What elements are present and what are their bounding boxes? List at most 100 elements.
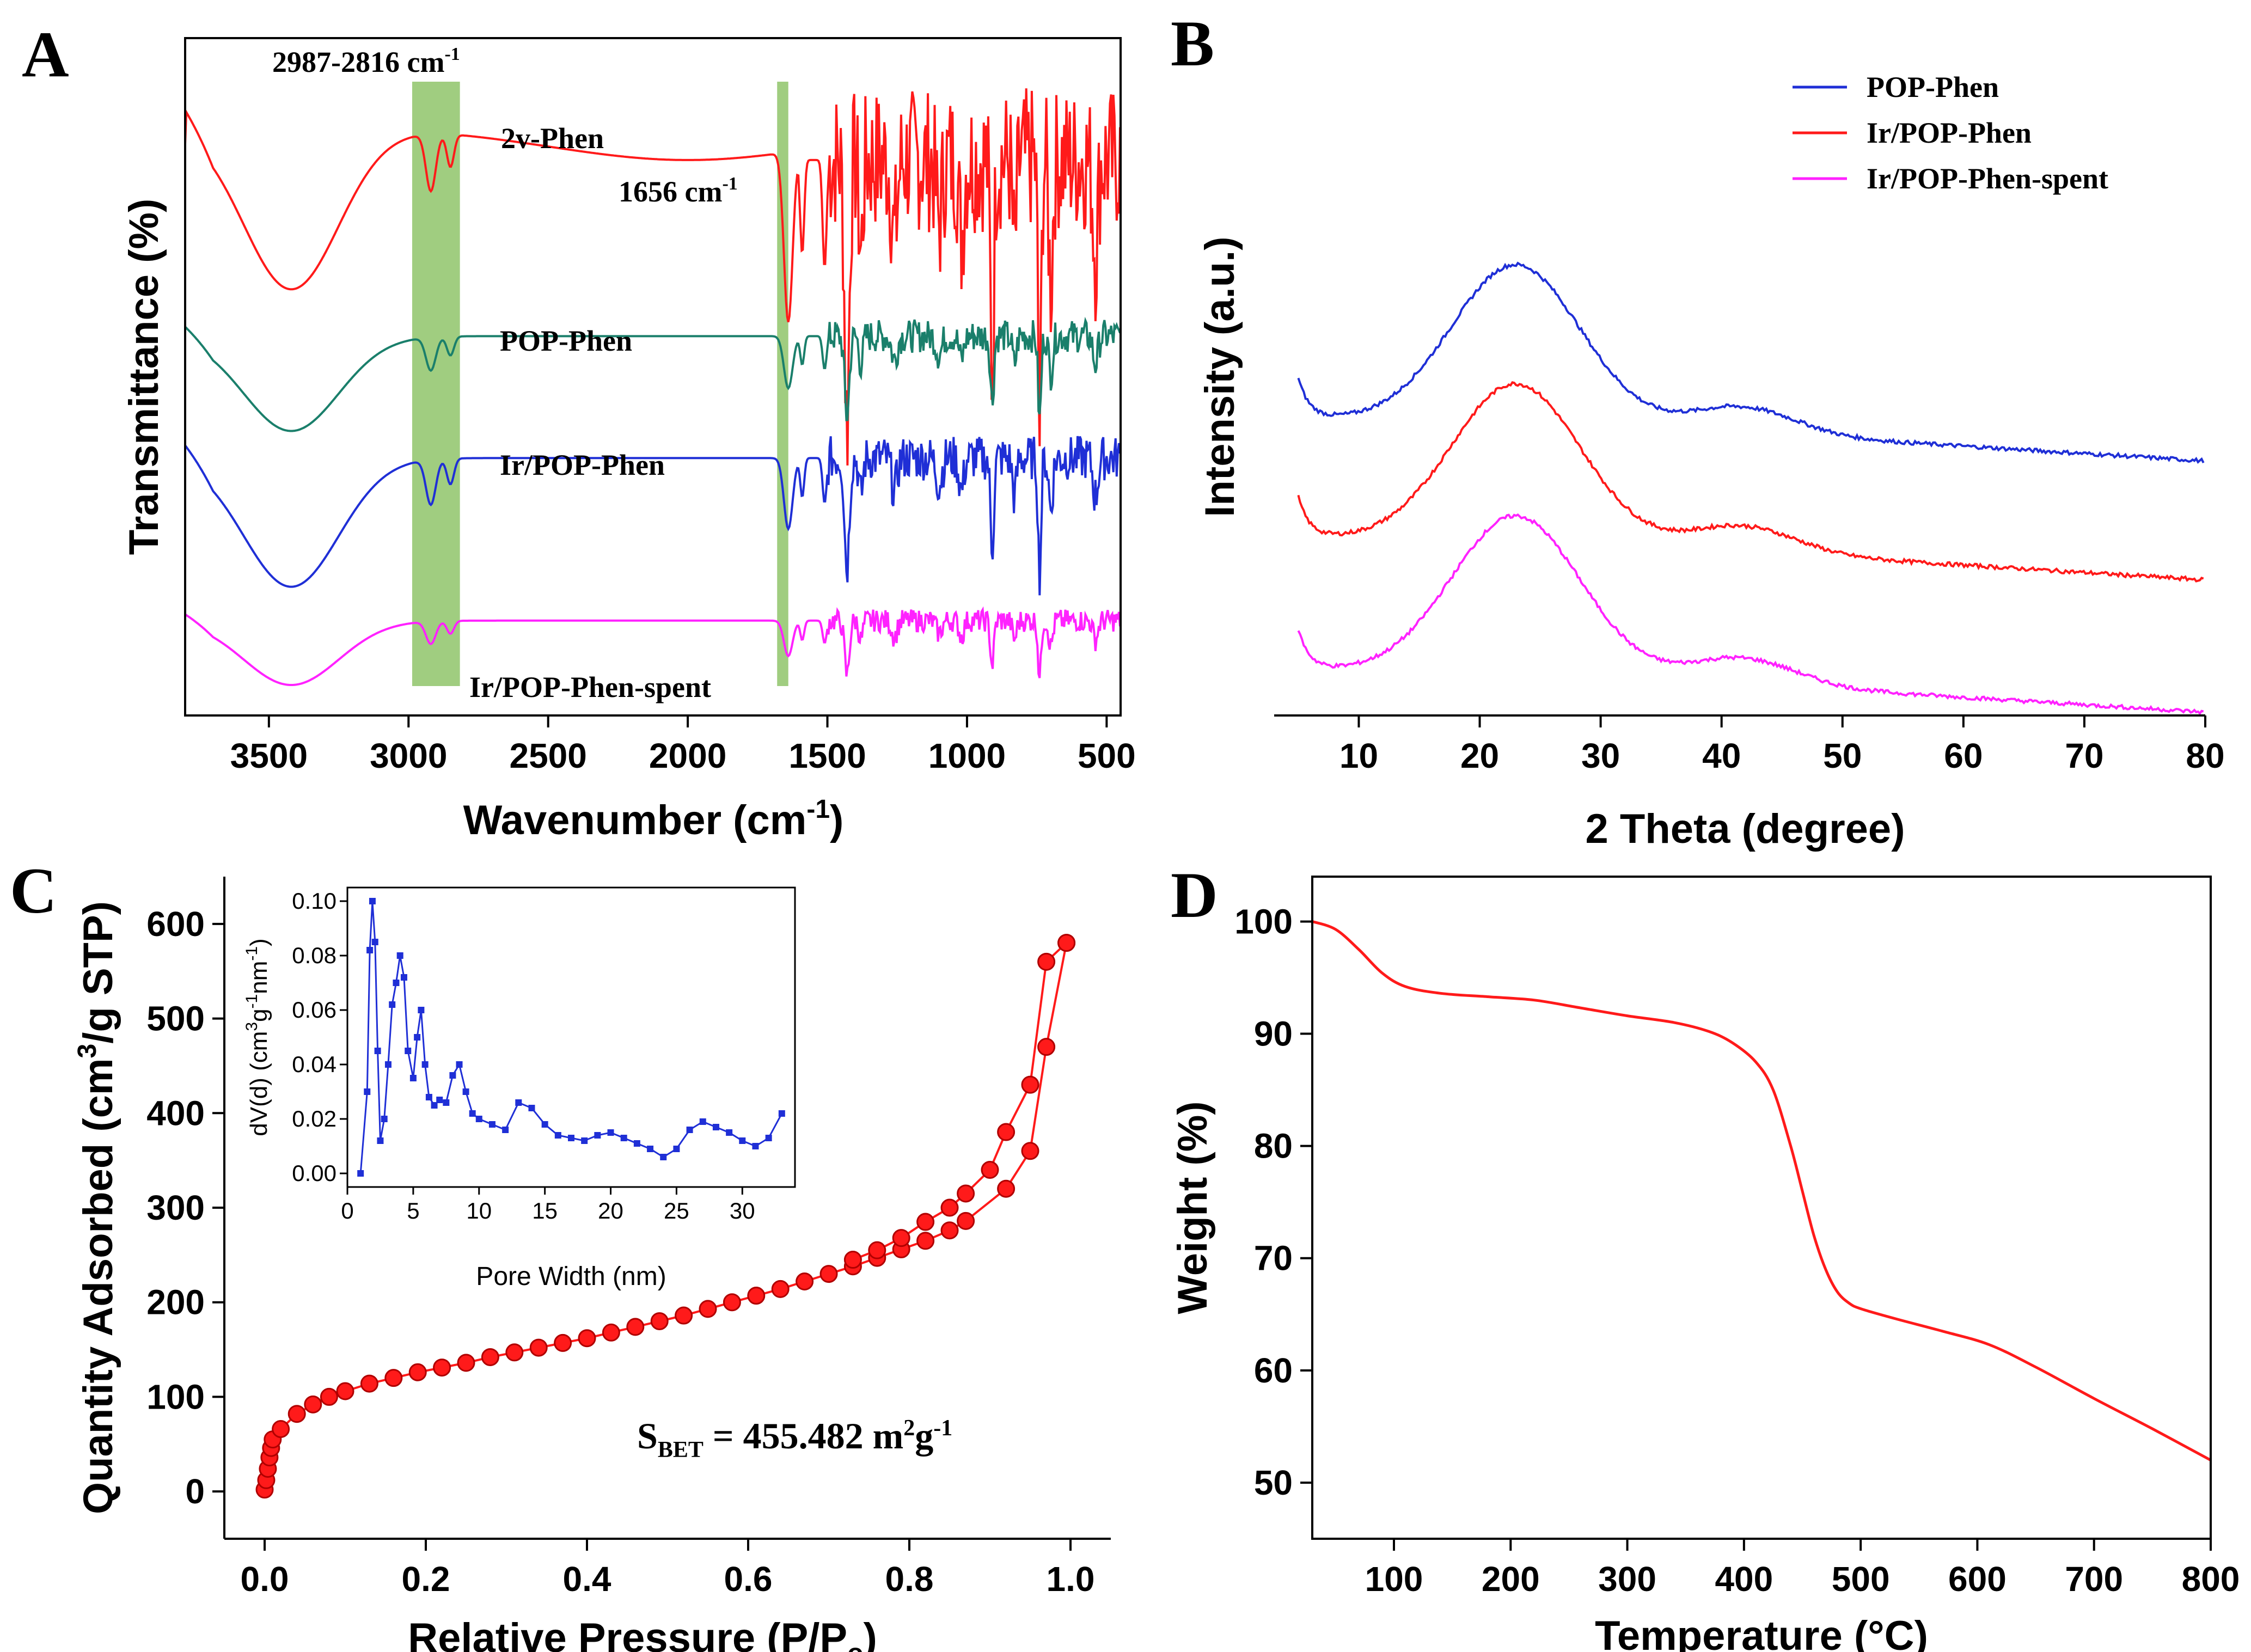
psd-point — [389, 1001, 396, 1008]
psd-point — [541, 1121, 548, 1128]
panel-b: B 10 20 30 40 50 60 70 80 POP-Phen Ir/POP-Phen Ir… — [1171, 7, 2225, 852]
psd-point — [371, 939, 378, 945]
psd-point — [620, 1135, 627, 1141]
panel-c-xlabel: Relative Pressure (P/Po) — [408, 1615, 877, 1652]
panel-a-xticks: 3500 3000 2500 2000 1500 1000 500 — [230, 715, 1136, 775]
adsorption-point — [626, 1318, 645, 1336]
panel-c-letter: C — [10, 854, 57, 927]
adsorption-point — [336, 1382, 354, 1400]
xtick-label: 400 — [1715, 1559, 1773, 1599]
inset-ytick-label: 0.00 — [292, 1160, 337, 1186]
adsorption-point — [457, 1354, 475, 1372]
panel-c-ylabel: Quantity Adsorbed (cm3/g STP) — [73, 901, 121, 1514]
psd-point — [568, 1135, 574, 1141]
band-label-2987: 2987-2816 cm-1 — [272, 44, 460, 78]
psd-point — [369, 898, 376, 904]
inset-ytick-label: 0.08 — [292, 943, 337, 968]
psd-point — [357, 1170, 364, 1177]
adsorption-point — [675, 1306, 693, 1325]
psd-point — [528, 1105, 535, 1111]
panel-b-xlabel: 2 Theta (degree) — [1585, 806, 1905, 852]
psd-point — [633, 1140, 640, 1147]
xtick-label: 0.4 — [563, 1559, 611, 1599]
ytick-label: 200 — [146, 1283, 205, 1322]
inset-frame — [346, 886, 796, 1188]
xtick-label: 60 — [1944, 736, 1983, 775]
adsorption-point — [650, 1312, 669, 1330]
xtick-label: 1500 — [788, 736, 866, 775]
ytick-label: 600 — [146, 904, 205, 944]
ftir-curve-2v-phen — [184, 88, 1121, 466]
ftir-curve-ir-pop-phen-spent — [184, 606, 1121, 686]
psd-point — [393, 980, 400, 986]
psd-point — [502, 1127, 509, 1133]
inset-ytick-label: 0.02 — [292, 1106, 337, 1131]
psd-point — [414, 1034, 421, 1041]
ytick-label: 60 — [1254, 1351, 1293, 1390]
inset-xtick-label: 0 — [341, 1198, 353, 1223]
ytick-label: 500 — [146, 999, 205, 1038]
inset-xtick-label: 25 — [664, 1198, 689, 1223]
xtick-label: 80 — [2186, 736, 2224, 775]
inset-xtick-label: 5 — [407, 1198, 419, 1223]
xtick-label: 20 — [1460, 736, 1499, 775]
psd-point — [421, 1061, 429, 1068]
psd-point — [686, 1127, 693, 1133]
panel-d-series — [1312, 920, 2212, 1461]
band-label-1656: 1656 cm-1 — [619, 174, 738, 208]
curve-label-ir-pop-phen: Ir/POP-Phen — [500, 449, 665, 481]
adsorption-point — [360, 1374, 378, 1393]
xrd-curve-pop-phen — [1297, 261, 2205, 464]
adsorption-point — [997, 1179, 1016, 1198]
legend-label: Ir/POP-Phen — [1867, 117, 2032, 149]
ftir-curve-pop-phen — [184, 316, 1121, 432]
psd-point — [384, 1061, 392, 1068]
xtick-label: 200 — [1482, 1559, 1540, 1599]
inset-xtick-label: 15 — [532, 1198, 558, 1223]
panel-b-legend: POP-Phen Ir/POP-Phen Ir/POP-Phen-spent — [1793, 71, 2108, 195]
psd-point — [400, 974, 407, 981]
desorption-point — [981, 1161, 999, 1179]
inset-series — [357, 898, 785, 1177]
inset-ticks: 0 5 10 15 20 25 30 0.00 0.02 0.04 0.06 0.08 0.10 — [292, 888, 755, 1223]
panel-d-letter: D — [1171, 859, 1218, 931]
panel-d-frame — [1311, 876, 2212, 1540]
desorption-point — [916, 1213, 935, 1231]
desorption-point — [940, 1198, 959, 1217]
psd-point — [594, 1132, 601, 1139]
psd-point — [475, 1116, 482, 1122]
desorption-point — [957, 1184, 975, 1203]
psd-point — [409, 1075, 417, 1081]
ytick-label: 300 — [146, 1188, 205, 1227]
psd-point — [364, 1088, 371, 1095]
inset-xtick-label: 20 — [598, 1198, 623, 1223]
desorption-point — [997, 1123, 1016, 1141]
legend-label: Ir/POP-Phen-spent — [1867, 162, 2108, 195]
adsorption-point — [747, 1287, 766, 1305]
panel-a-xlabel: Wavenumber (cm-1) — [463, 795, 844, 843]
psd-point — [581, 1137, 588, 1144]
xtick-label: 10 — [1339, 736, 1378, 775]
xtick-label: 600 — [1948, 1559, 2007, 1599]
ytick-label: 100 — [1234, 902, 1293, 941]
desorption-point — [892, 1229, 910, 1247]
panel-a-ylabel: Transmittance (%) — [121, 199, 167, 555]
psd-point — [418, 1007, 425, 1013]
psd-point — [374, 1048, 381, 1054]
xtick-label: 0.0 — [241, 1559, 289, 1599]
xtick-label: 1.0 — [1047, 1559, 1095, 1599]
panel-d-ylabel: Weight (%) — [1170, 1101, 1216, 1314]
adsorption-point — [940, 1221, 959, 1240]
adsorption-point — [578, 1329, 596, 1348]
adsorption-point — [1037, 1038, 1056, 1056]
psd-point — [488, 1121, 496, 1128]
xtick-label: 3500 — [230, 736, 308, 775]
panel-d: D 100 200 300 400 500 600 700 800 50 60 70 80 90100 … — [1170, 859, 2240, 1652]
inset-xtick-label: 10 — [466, 1198, 492, 1223]
adsorption-point — [481, 1348, 499, 1366]
adsorption-point — [433, 1359, 451, 1377]
legend-label: POP-Phen — [1867, 71, 1999, 103]
psd-point — [673, 1146, 680, 1152]
xtick-label: 2500 — [509, 736, 586, 775]
psd-point — [554, 1132, 561, 1139]
